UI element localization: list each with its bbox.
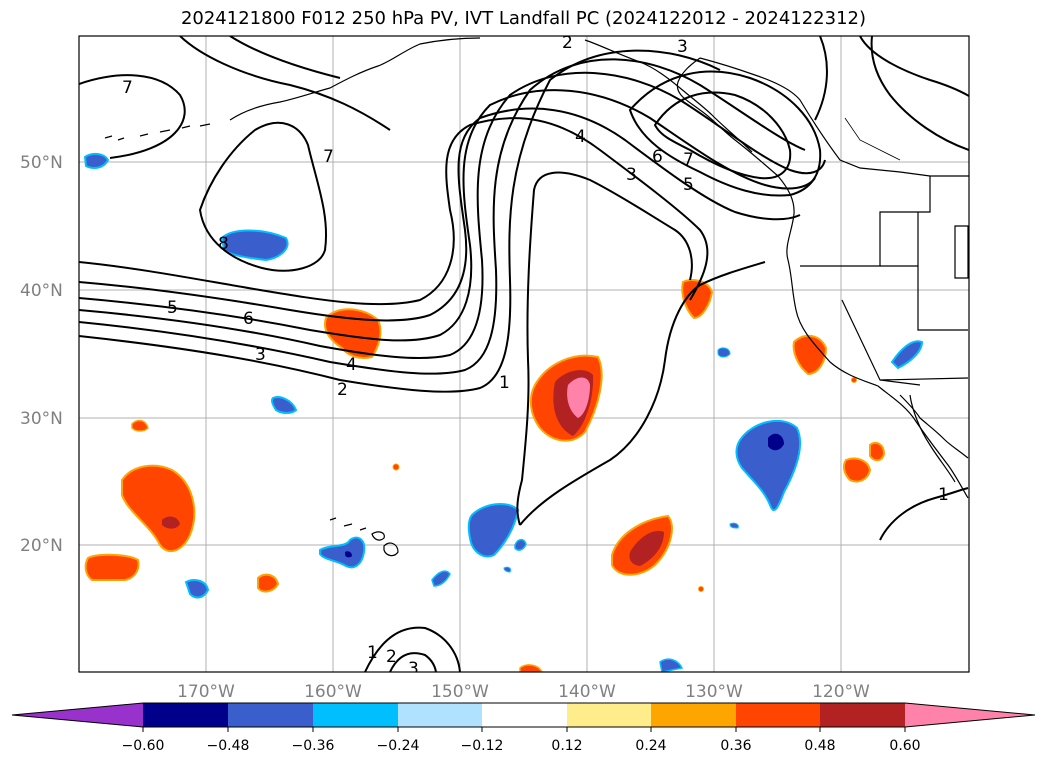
pv-shading: [83, 152, 924, 672]
lon-label: 140°W: [558, 682, 616, 702]
coastlines: [104, 37, 969, 557]
colorbar: −0.60 −0.48 −0.36 −0.24 −0.12 0.12 0.24 …: [11, 702, 1036, 754]
colorbar-tick-label: −0.12: [461, 738, 504, 754]
lon-label: 120°W: [812, 682, 870, 702]
colorbar-segment: [820, 703, 905, 727]
colorbar-segment: [398, 703, 482, 727]
contour-label: 7: [323, 147, 334, 167]
map-area: 7 7 8 5 6 3 4 2 1 4 3 6 7 5 2 3 1 1 2 3: [78, 33, 970, 679]
colorbar-tick-label: −0.60: [122, 738, 165, 754]
contour-label: 2: [386, 647, 397, 667]
colorbar-tick-label: −0.24: [377, 738, 420, 754]
contour-label: 1: [367, 643, 378, 663]
colorbar-tick-label: 0.12: [551, 738, 582, 754]
colorbar-segment: [482, 703, 567, 727]
colorbar-segment: [736, 703, 820, 727]
contour-label: 2: [337, 380, 348, 400]
contour-label: 7: [683, 150, 694, 170]
contour-label: 3: [408, 659, 419, 679]
map-frame: [78, 35, 970, 673]
contour-label: 1: [499, 373, 510, 393]
colorbar-extend-low: [12, 703, 143, 727]
contour-label: 3: [626, 165, 637, 185]
colorbar-segment: [143, 703, 228, 727]
lon-label: 160°W: [304, 682, 362, 702]
colorbar-tick-label: 0.60: [889, 738, 920, 754]
map-title: 2024121800 F012 250 hPa PV, IVT Landfall…: [180, 8, 867, 29]
contour-label: 4: [346, 355, 357, 375]
contour-label: 5: [683, 175, 694, 195]
contour-label: 5: [167, 298, 178, 318]
contour-labels: 7 7 8 5 6 3 4 2 1 4 3 6 7 5 2 3 1 1 2 3: [122, 33, 949, 679]
contour-label: 2: [562, 33, 573, 53]
colorbar-tick-label: 0.36: [720, 738, 751, 754]
lat-label: 50°N: [20, 153, 63, 173]
colorbar-segment: [228, 703, 313, 727]
lon-label: 170°W: [177, 682, 235, 702]
contour-label: 8: [218, 234, 229, 254]
latitude-labels: 50°N 40°N 30°N 20°N: [20, 153, 63, 556]
contour-label: 3: [255, 345, 266, 365]
lon-label: 130°W: [685, 682, 743, 702]
contour-label: 1: [938, 485, 949, 505]
lat-label: 40°N: [20, 281, 63, 301]
colorbar-tick-label: −0.48: [207, 738, 250, 754]
contour-label: 6: [243, 309, 254, 329]
colorbar-segment: [651, 703, 736, 727]
colorbar-tick-label: 0.48: [804, 738, 835, 754]
colorbar-tick-label: −0.36: [292, 738, 335, 754]
contour-label: 6: [652, 147, 663, 167]
colorbar-segment: [567, 703, 651, 727]
lat-label: 30°N: [20, 409, 63, 429]
contour-label: 3: [677, 37, 688, 57]
longitude-labels: 170°W 160°W 150°W 140°W 130°W 120°W: [177, 682, 870, 702]
contour-label: 7: [122, 78, 133, 98]
colorbar-extend-high: [905, 703, 1035, 727]
lat-label: 20°N: [20, 536, 63, 556]
pv-contours: [79, 36, 969, 672]
colorbar-ticks: [142, 727, 906, 732]
colorbar-tick-label: 0.24: [635, 738, 666, 754]
colorbar-segment: [313, 703, 398, 727]
contour-label: 4: [575, 127, 586, 147]
lon-label: 150°W: [431, 682, 489, 702]
